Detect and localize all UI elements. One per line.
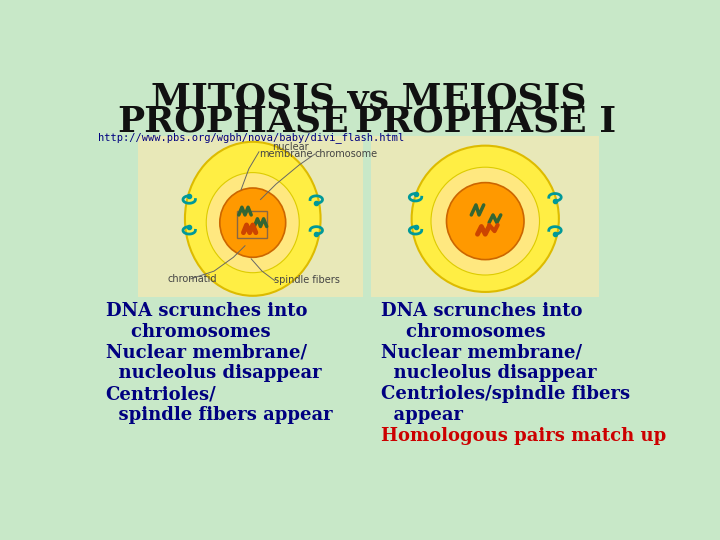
Text: PROPHASE I: PROPHASE I xyxy=(355,105,616,139)
Ellipse shape xyxy=(431,167,539,275)
Text: Centrioles/spindle fibers: Centrioles/spindle fibers xyxy=(381,385,630,403)
Text: chromosomes: chromosomes xyxy=(106,323,270,341)
Text: appear: appear xyxy=(381,406,463,424)
Ellipse shape xyxy=(446,183,524,260)
Ellipse shape xyxy=(185,142,320,296)
Text: Nuclear membrane/: Nuclear membrane/ xyxy=(106,343,307,362)
Text: DNA scrunches into: DNA scrunches into xyxy=(106,302,307,320)
Text: http://www.pbs.org/wgbh/nova/baby/divi_flash.html: http://www.pbs.org/wgbh/nova/baby/divi_f… xyxy=(98,132,404,144)
Ellipse shape xyxy=(206,173,300,273)
FancyBboxPatch shape xyxy=(138,136,363,298)
Text: nuclear: nuclear xyxy=(272,142,309,152)
Text: nucleolus disappear: nucleolus disappear xyxy=(381,364,596,382)
Text: spindle fibers appear: spindle fibers appear xyxy=(106,406,332,424)
Ellipse shape xyxy=(412,146,559,292)
Text: nucleolus disappear: nucleolus disappear xyxy=(106,364,321,382)
Text: chromosome: chromosome xyxy=(315,149,378,159)
Text: Nuclear membrane/: Nuclear membrane/ xyxy=(381,343,582,362)
Text: chromatid: chromatid xyxy=(168,274,217,284)
Text: DNA scrunches into: DNA scrunches into xyxy=(381,302,582,320)
Text: chromosomes: chromosomes xyxy=(381,323,545,341)
Text: spindle fibers: spindle fibers xyxy=(274,275,341,286)
FancyBboxPatch shape xyxy=(371,136,599,298)
Text: Centrioles/: Centrioles/ xyxy=(106,385,216,403)
Bar xyxy=(238,211,266,238)
Text: Homologous pairs match up: Homologous pairs match up xyxy=(381,427,666,445)
Ellipse shape xyxy=(220,188,286,257)
Text: membrane: membrane xyxy=(259,149,312,159)
Text: PROPHASE: PROPHASE xyxy=(117,105,349,139)
Text: MITOSIS vs MEIOSIS: MITOSIS vs MEIOSIS xyxy=(151,82,587,116)
